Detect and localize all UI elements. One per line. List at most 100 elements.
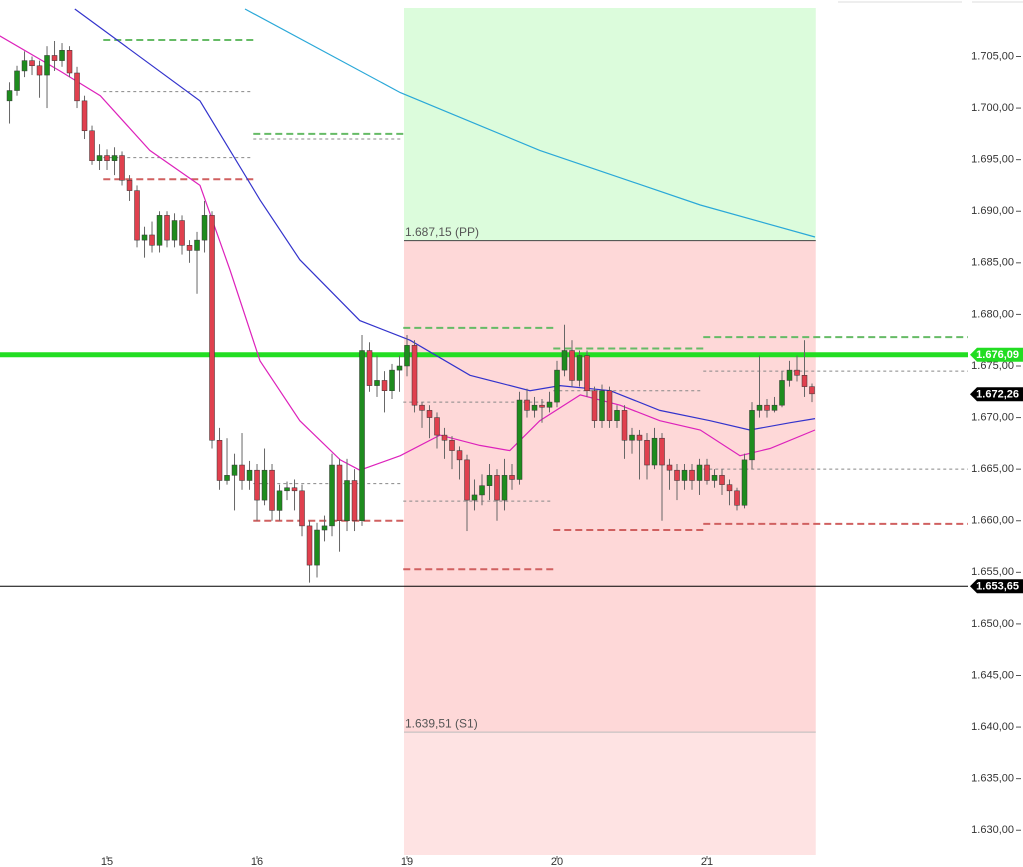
candle-body bbox=[681, 469, 688, 481]
candle-body bbox=[779, 380, 785, 406]
candle-body bbox=[59, 50, 65, 61]
candle-body bbox=[201, 215, 208, 241]
candle-body bbox=[366, 350, 373, 386]
candle-body bbox=[179, 220, 185, 246]
candle-body bbox=[666, 464, 673, 471]
y-tick-label: 1.670,00 bbox=[971, 411, 1014, 423]
candle-body bbox=[486, 475, 493, 486]
candle-body bbox=[644, 440, 650, 466]
candle-body bbox=[374, 380, 380, 386]
candle-body bbox=[216, 440, 223, 481]
x-tick-label: 21 bbox=[701, 856, 713, 867]
candle-body bbox=[801, 375, 808, 387]
candle-body bbox=[456, 450, 463, 461]
candle-body bbox=[794, 369, 800, 376]
candle-body bbox=[224, 475, 230, 481]
candle-body bbox=[524, 399, 530, 411]
candle-body bbox=[756, 404, 763, 411]
candle-body bbox=[711, 475, 718, 481]
candle-body bbox=[344, 480, 350, 521]
candle-body bbox=[329, 464, 335, 527]
y-tick-label: 1.630,00 bbox=[971, 824, 1014, 836]
y-tick-label: 1.705,00 bbox=[971, 50, 1014, 62]
candle-body bbox=[321, 525, 328, 531]
candle-body bbox=[81, 100, 88, 132]
candle-body bbox=[584, 355, 590, 391]
candle-body bbox=[441, 434, 448, 441]
candle-body bbox=[389, 369, 395, 391]
candle-body bbox=[119, 155, 125, 181]
candle-body bbox=[209, 215, 215, 441]
pivot-zone bbox=[404, 8, 816, 241]
price-tag bbox=[970, 387, 1023, 402]
candle-body bbox=[606, 390, 613, 421]
candle-body bbox=[336, 464, 343, 521]
y-tick-label: 1.685,00 bbox=[971, 257, 1014, 269]
candle-body bbox=[479, 485, 485, 496]
candle-body bbox=[621, 410, 628, 441]
candle-body bbox=[171, 220, 178, 241]
candle-body bbox=[164, 215, 170, 241]
candle-body bbox=[51, 55, 58, 61]
candle-body bbox=[591, 390, 598, 421]
candle-body bbox=[771, 404, 778, 411]
candle-body bbox=[14, 70, 20, 91]
candle-body bbox=[96, 155, 103, 161]
candle-body bbox=[261, 469, 268, 501]
candle-body bbox=[471, 494, 478, 501]
candle-body bbox=[149, 234, 155, 246]
pivot-label: 1.687,15 (PP) bbox=[405, 225, 479, 239]
candle-body bbox=[734, 490, 740, 506]
candle-body bbox=[359, 350, 365, 521]
y-tick-label: 1.690,00 bbox=[971, 205, 1014, 217]
candle-body bbox=[636, 434, 643, 441]
candle-body bbox=[786, 369, 793, 381]
candle-body bbox=[629, 434, 635, 441]
candle-body bbox=[246, 469, 253, 481]
candle-body bbox=[381, 380, 388, 391]
y-tick-label: 1.675,00 bbox=[971, 360, 1014, 372]
candle-body bbox=[599, 390, 605, 421]
price-tag bbox=[970, 347, 1023, 362]
candle-body bbox=[111, 155, 118, 161]
candle-body bbox=[269, 469, 275, 511]
candle-body bbox=[66, 50, 73, 74]
y-tick-label: 1.655,00 bbox=[971, 566, 1014, 578]
candle-body bbox=[104, 155, 110, 161]
candle-body bbox=[396, 365, 403, 371]
y-tick-label: 1.695,00 bbox=[971, 154, 1014, 166]
y-tick-label: 1.635,00 bbox=[971, 773, 1014, 785]
candle-body bbox=[404, 345, 410, 367]
candle-body bbox=[434, 417, 440, 436]
candle-body bbox=[674, 469, 680, 481]
candle-body bbox=[809, 386, 815, 395]
candle-body bbox=[741, 459, 748, 506]
candle-body bbox=[239, 464, 245, 481]
y-tick-label: 1.680,00 bbox=[971, 308, 1014, 320]
candle-body bbox=[569, 350, 575, 381]
candle-body bbox=[764, 404, 770, 411]
candle-body bbox=[561, 350, 568, 371]
pivot-zone bbox=[404, 732, 816, 855]
candle-body bbox=[74, 72, 80, 102]
pivot-label: 1.639,51 (S1) bbox=[405, 716, 478, 730]
candle-body bbox=[516, 399, 523, 480]
candle-body bbox=[6, 90, 13, 102]
candle-body bbox=[659, 437, 665, 466]
candle-body bbox=[531, 404, 538, 411]
candle-body bbox=[299, 490, 305, 527]
candle-body bbox=[464, 459, 470, 501]
candle-body bbox=[726, 484, 733, 492]
candle-body bbox=[276, 490, 283, 511]
x-tick-label: 15 bbox=[101, 856, 113, 867]
candle-body bbox=[576, 355, 583, 381]
candle-body bbox=[36, 65, 43, 76]
y-tick-label: 1.640,00 bbox=[971, 721, 1014, 733]
y-tick-label: 1.650,00 bbox=[971, 618, 1014, 630]
candle-body bbox=[284, 487, 290, 492]
x-tick-label: 20 bbox=[551, 856, 563, 867]
candle-body bbox=[546, 401, 553, 408]
y-tick-label: 1.645,00 bbox=[971, 669, 1014, 681]
moving-average bbox=[244, 8, 816, 238]
